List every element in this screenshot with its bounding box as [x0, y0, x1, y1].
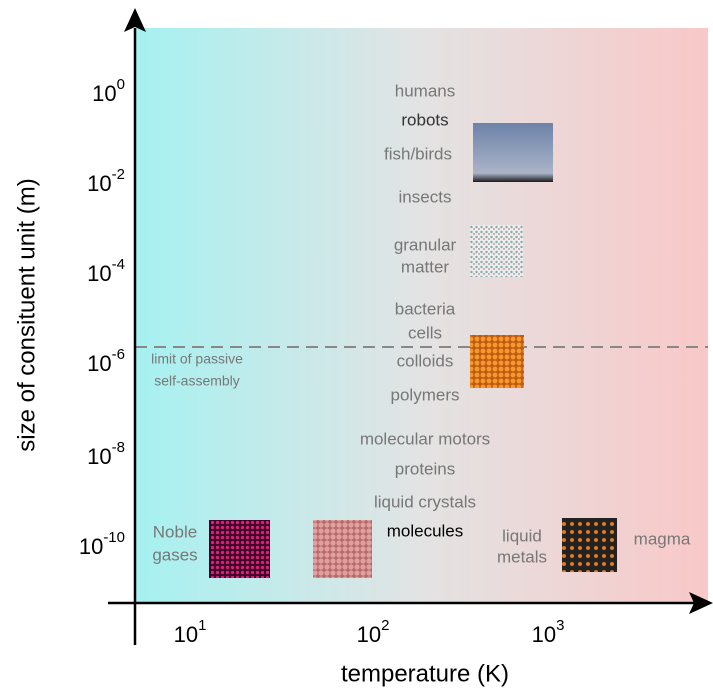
item-label: metals [497, 547, 547, 566]
item-label: polymers [391, 385, 460, 404]
tick-label: 10-2 [87, 166, 125, 196]
tick-label: 10-10 [79, 529, 125, 559]
tick-exp: -2 [112, 166, 125, 183]
item-label: proteins [395, 459, 455, 478]
tick-base: 10 [92, 81, 116, 106]
page: {"axes": { "y": {"label": "size of consi… [0, 0, 713, 693]
item-label: liquid [502, 526, 542, 545]
item-label: fish/birds [384, 144, 452, 163]
tick-label: 100 [92, 76, 125, 106]
tick-exp: -6 [112, 346, 125, 363]
item-label: magma [634, 529, 691, 548]
tick-label: 102 [357, 617, 390, 647]
tick-base: 10 [87, 444, 111, 469]
image-liquid-metals [562, 518, 617, 572]
item-label: Noble [153, 522, 197, 541]
limit-label: self-assembly [154, 373, 240, 389]
tick-label: 10-4 [87, 256, 125, 286]
item-label: insects [399, 187, 452, 206]
item-label: liquid crystals [374, 492, 476, 511]
tick-exp: -10 [103, 529, 125, 546]
image-colloids [470, 335, 524, 388]
item-label: colloids [397, 351, 454, 370]
item-label: molecules [387, 521, 464, 540]
diagram: size of consituent unit (m) temperature … [0, 0, 713, 693]
item-label: matter [401, 257, 450, 276]
tick-label: 10-6 [87, 346, 125, 376]
image-birds [473, 123, 553, 182]
tick-base: 10 [174, 622, 198, 647]
tick-exp: 1 [198, 617, 206, 634]
item-label: granular [394, 235, 457, 254]
tick-base: 10 [357, 622, 381, 647]
tick-base: 10 [87, 351, 111, 376]
image-molecules [313, 520, 372, 578]
tick-label: 101 [174, 617, 207, 647]
tick-exp: 2 [381, 617, 389, 634]
tick-base: 10 [87, 171, 111, 196]
tick-exp: 3 [556, 617, 564, 634]
image-noble-gases [209, 520, 270, 578]
item-label: gases [152, 545, 197, 564]
tick-label: 103 [532, 617, 565, 647]
tick-exp: -8 [112, 439, 125, 456]
tick-base: 10 [87, 261, 111, 286]
y-axis-label: size of consituent unit (m) [13, 178, 40, 451]
item-label: humans [395, 81, 455, 100]
x-axis-label: temperature (K) [341, 660, 509, 687]
tick-base: 10 [79, 534, 103, 559]
item-label: cells [408, 323, 442, 342]
limit-label: limit of passive [151, 351, 243, 367]
tick-base: 10 [532, 622, 556, 647]
tick-exp: -4 [112, 256, 125, 273]
item-label: robots [401, 110, 448, 129]
item-label: molecular motors [360, 429, 490, 448]
image-granular [470, 225, 523, 277]
tick-label: 10-8 [87, 439, 125, 469]
tick-exp: 0 [117, 76, 125, 93]
item-label: bacteria [395, 299, 456, 318]
